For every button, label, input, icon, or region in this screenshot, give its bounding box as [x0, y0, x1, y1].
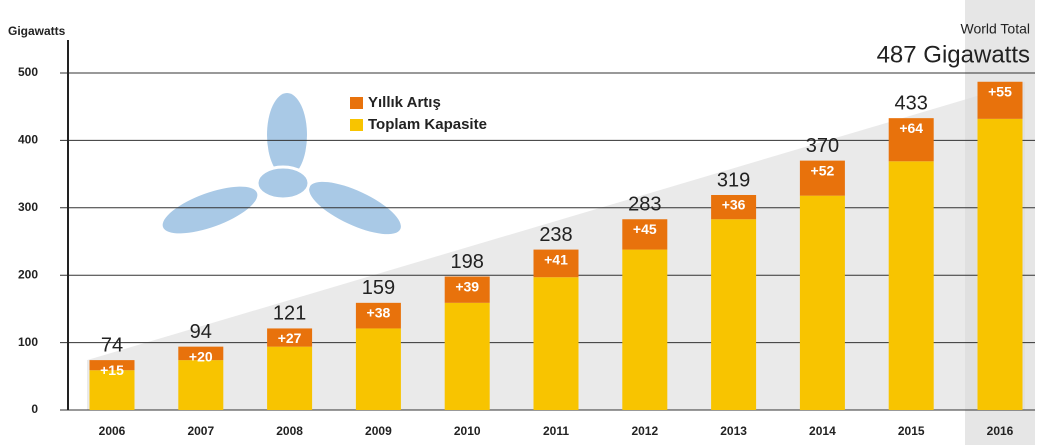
- bar-segment: [711, 194, 757, 220]
- bar-segment: [178, 360, 224, 410]
- value-label: +27: [278, 330, 302, 346]
- x-tick-label: 2015: [898, 424, 925, 438]
- y-tick-label: 500: [18, 65, 38, 79]
- bar-segment: [799, 195, 845, 410]
- total-label: 370: [806, 135, 839, 157]
- bar-segment: [799, 160, 845, 196]
- y-tick-label: 0: [31, 402, 38, 416]
- annotation-title: World Total: [960, 21, 1030, 37]
- total-label: 94: [190, 321, 212, 343]
- value-label: +52: [811, 162, 835, 178]
- total-label: 121: [273, 303, 306, 325]
- y-axis-label: Gigawatts: [8, 24, 66, 38]
- x-tick-label: 2011: [543, 424, 569, 438]
- background-area: [87, 81, 1025, 411]
- value-label: +39: [455, 278, 479, 294]
- total-label: 159: [362, 277, 395, 299]
- bar-segment: [267, 328, 313, 347]
- bar-segment: [622, 249, 668, 410]
- bar-segment: [977, 81, 1023, 119]
- bar-segment: [355, 302, 401, 329]
- x-tick-label: 2007: [187, 424, 214, 438]
- y-tick-label: 200: [18, 267, 38, 281]
- bar-segment: [533, 249, 579, 278]
- x-tick-label: 2014: [809, 424, 836, 438]
- value-label: +20: [189, 348, 213, 364]
- total-label: 283: [628, 194, 661, 216]
- total-label: 319: [717, 169, 750, 191]
- x-tick-label: 2013: [720, 424, 747, 438]
- value-label: +15: [100, 362, 124, 378]
- bar-segment: [89, 360, 135, 371]
- total-label: 433: [895, 92, 928, 114]
- bar-segment: [89, 370, 135, 410]
- value-label: +55: [988, 83, 1012, 99]
- legend-swatch: [350, 97, 363, 109]
- bar-segment: [533, 277, 579, 410]
- legend-label: Yıllık Artış: [368, 94, 441, 111]
- y-tick-label: 400: [18, 133, 38, 147]
- x-tick-label: 2016: [987, 424, 1014, 438]
- legend-swatch: [350, 119, 363, 131]
- bar-segment: [888, 118, 934, 162]
- total-label: 198: [451, 251, 484, 273]
- x-tick-label: 2006: [99, 424, 126, 438]
- y-tick-label: 300: [18, 200, 38, 214]
- bar-segment: [977, 118, 1023, 410]
- total-label: 238: [539, 224, 572, 246]
- value-label: +64: [899, 120, 923, 136]
- bar-segment: [178, 346, 224, 361]
- bar-segment: [444, 276, 490, 303]
- bar-segment: [267, 346, 313, 410]
- icon: [162, 93, 401, 235]
- x-tick-label: 2009: [365, 424, 392, 438]
- bar-segment: [622, 219, 668, 250]
- x-tick-label: 2008: [276, 424, 303, 438]
- value-label: +38: [367, 305, 391, 321]
- annotation-value: 487 Gigawatts: [877, 41, 1030, 68]
- value-label: +41: [544, 251, 568, 267]
- y-tick-label: 100: [18, 335, 38, 349]
- x-tick-label: 2010: [454, 424, 481, 438]
- total-label: 74: [101, 334, 123, 356]
- bar-segment: [711, 219, 757, 410]
- bar-segment: [888, 161, 934, 410]
- legend-label: Toplam Kapasite: [368, 116, 487, 133]
- bar-segment: [355, 328, 401, 410]
- value-label: +36: [722, 197, 746, 213]
- x-tick-label: 2012: [631, 424, 658, 438]
- bar-segment: [444, 302, 490, 410]
- value-label: +45: [633, 221, 657, 237]
